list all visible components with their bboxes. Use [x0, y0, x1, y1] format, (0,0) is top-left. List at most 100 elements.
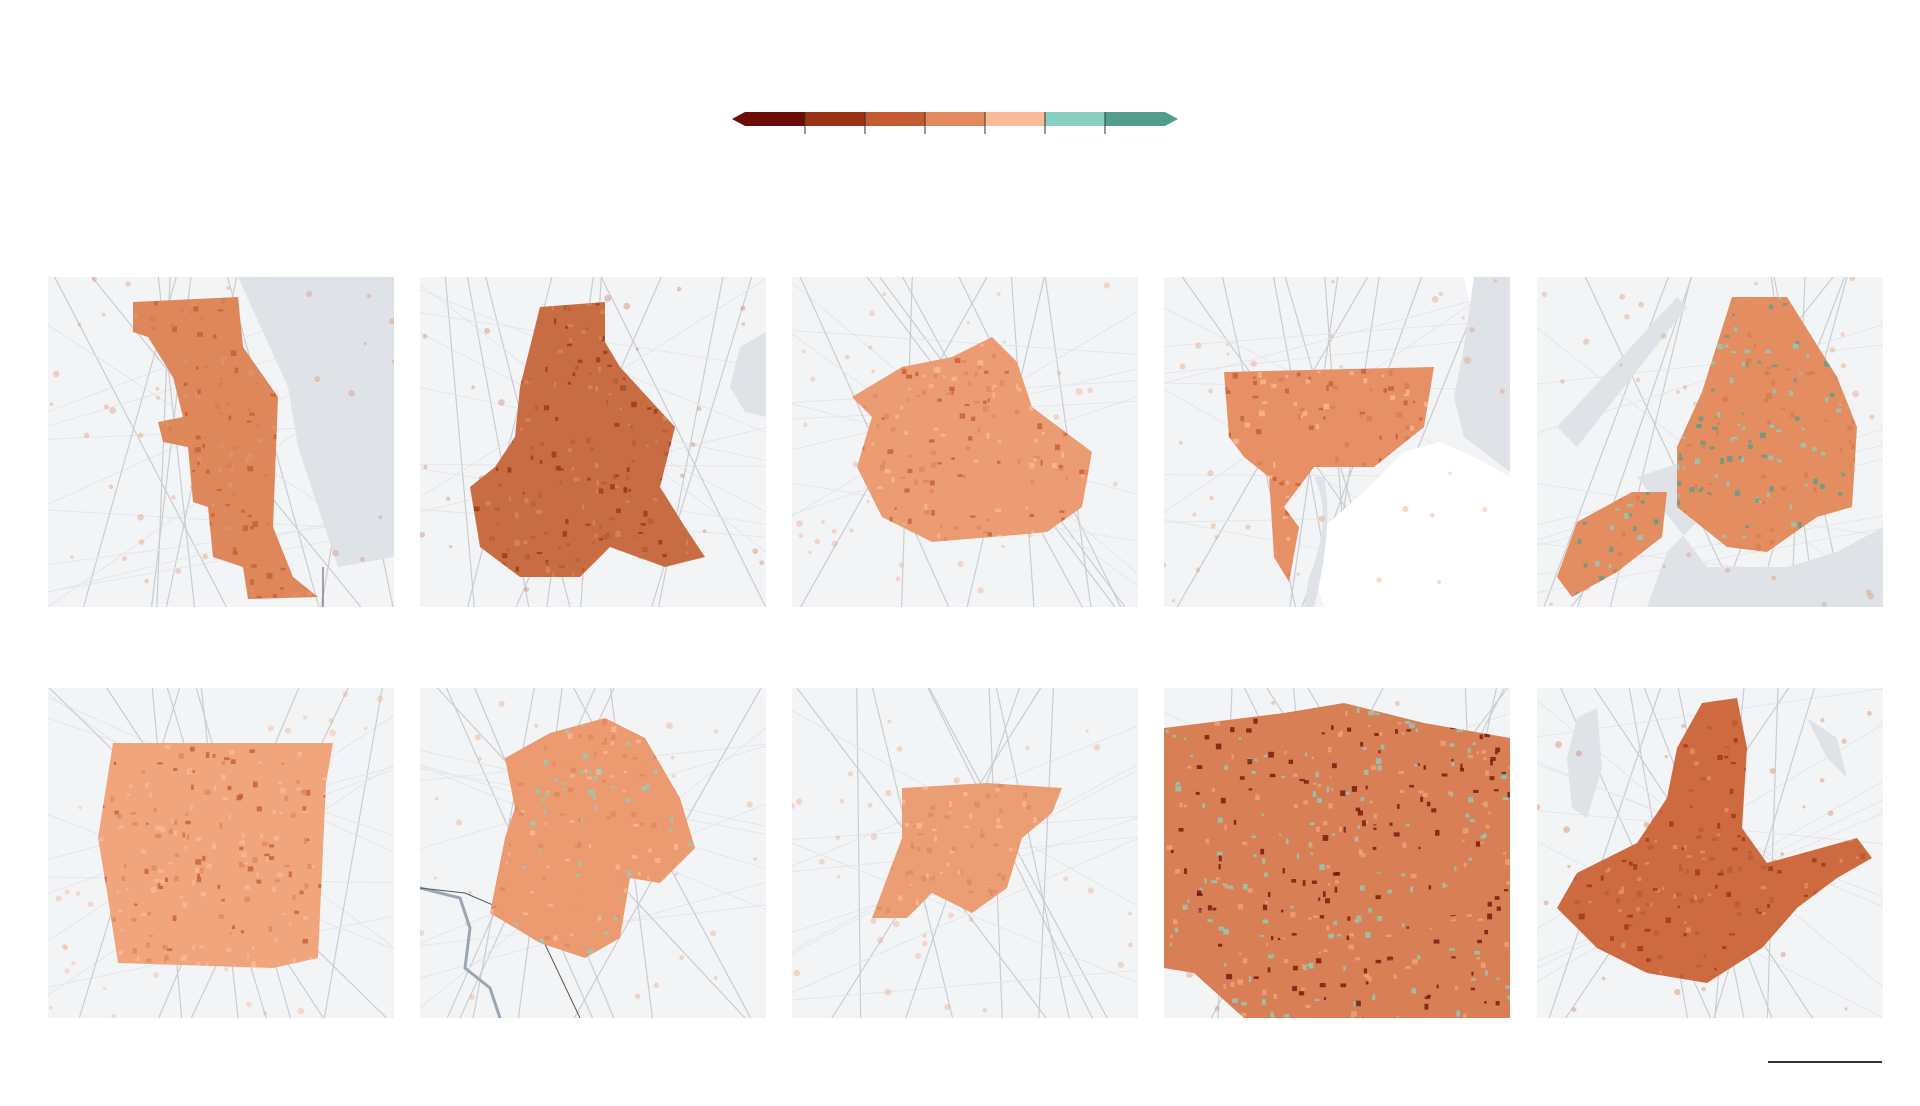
heat-cell [907, 870, 914, 875]
lake-water [1567, 708, 1602, 818]
heat-cell [1327, 882, 1331, 886]
river-water [1557, 297, 1687, 447]
heat-cell [180, 895, 184, 899]
heat-cell [219, 822, 223, 829]
heat-cell [632, 532, 640, 540]
heat-cell [1474, 950, 1481, 955]
heat-cell [679, 473, 685, 478]
heat-cell [1232, 438, 1239, 445]
heat-cell [1726, 481, 1730, 487]
heat-cell [202, 365, 208, 369]
heat-cell [1174, 869, 1181, 874]
heat-cell [638, 871, 641, 876]
heat-cell [329, 729, 336, 737]
heat-cell [524, 497, 529, 504]
heat-cell [195, 447, 201, 453]
heat-cell [1472, 742, 1477, 746]
heat-cell [1659, 970, 1662, 974]
heat-area [1224, 367, 1434, 582]
heat-cell [1242, 958, 1248, 964]
heat-cell [1839, 858, 1843, 864]
heat-cell [1280, 937, 1286, 940]
heat-cell [1424, 996, 1430, 1000]
heat-cell [624, 510, 630, 516]
heat-cell [1338, 826, 1343, 832]
heat-cell [608, 747, 614, 753]
heat-cell [1738, 455, 1742, 460]
heat-cell [753, 857, 758, 861]
heat-cell [1462, 827, 1469, 834]
heat-cell [1477, 918, 1483, 921]
heat-cell [91, 277, 97, 282]
heat-cell [1480, 962, 1486, 968]
heat-cell [1827, 810, 1834, 816]
heat-cell [1448, 471, 1452, 475]
heat-cell [1537, 804, 1541, 811]
heat-cell [557, 545, 561, 549]
heat-cell [1340, 790, 1346, 797]
heat-cell [1311, 822, 1315, 825]
heat-cell [620, 874, 626, 881]
heat-cell [1230, 981, 1235, 987]
heat-cell [1461, 316, 1465, 320]
heat-cell [1450, 857, 1457, 864]
heat-cell [1698, 416, 1704, 422]
heat-cell [518, 812, 524, 816]
heat-cell [1271, 935, 1274, 941]
heat-cell [1771, 364, 1778, 368]
heat-cell [900, 405, 904, 410]
road-line [792, 837, 1138, 994]
heat-cell [616, 508, 621, 514]
heat-cell [1770, 380, 1776, 386]
heat-cell [801, 349, 806, 354]
heat-cell [258, 868, 265, 875]
heat-cell [1650, 902, 1654, 907]
heat-cell [987, 887, 991, 892]
heat-cell [1830, 392, 1835, 397]
heat-cell [1824, 419, 1829, 422]
heat-cell [626, 870, 632, 877]
heat-cell [625, 500, 630, 503]
heat-cell [197, 873, 201, 878]
heat-cell [1354, 836, 1359, 841]
heat-cell [1322, 416, 1326, 420]
heat-cell [455, 819, 463, 826]
heat-cell [1376, 871, 1381, 874]
heat-cell [1315, 771, 1319, 778]
heat-cell [1468, 797, 1474, 803]
heat-cell [585, 327, 589, 331]
heat-cell [910, 842, 914, 847]
heat-cell [1678, 868, 1683, 872]
heat-cell [224, 526, 230, 531]
heat-cell [1490, 756, 1496, 761]
heat-cell [544, 792, 549, 796]
heat-cell [868, 345, 873, 350]
heat-cell [1813, 889, 1818, 896]
heat-cell [314, 376, 321, 383]
heat-cell [296, 779, 300, 784]
heat-cell [634, 993, 641, 999]
heat-cell [206, 863, 212, 869]
heat-cell [746, 801, 753, 808]
heat-cell [1798, 372, 1802, 375]
heat-cell [1252, 395, 1259, 399]
heat-cell [1341, 401, 1346, 406]
heat-cell [1087, 887, 1094, 894]
heat-cell [674, 872, 679, 877]
heat-cell [907, 398, 911, 402]
heat-cell [252, 521, 258, 528]
heat-cell [236, 795, 242, 801]
heat-cell [1487, 901, 1493, 907]
heat-cell [1665, 917, 1671, 924]
heat-cell [1218, 926, 1225, 931]
heat-cell [556, 343, 563, 351]
heat-cell [262, 841, 268, 847]
heat-cell [263, 1011, 268, 1016]
heat-cell [663, 451, 670, 457]
city-heat-map [48, 688, 394, 1018]
heat-cell [949, 850, 955, 854]
heat-cell [1644, 928, 1651, 932]
heat-cell [1619, 293, 1626, 300]
heat-cell [272, 593, 278, 598]
heat-cell [1636, 907, 1640, 912]
